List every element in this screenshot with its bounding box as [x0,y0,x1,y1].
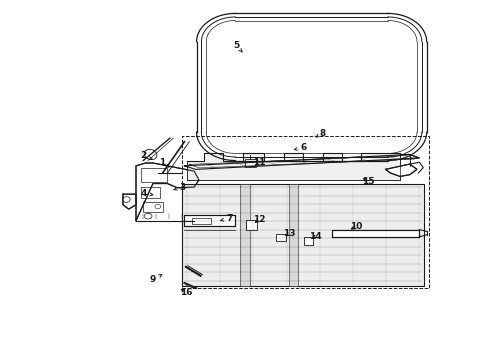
Polygon shape [182,184,424,286]
Text: 4: 4 [140,189,153,198]
Bar [141,168,168,182]
Bar [246,220,257,230]
Bar [192,217,211,224]
Polygon shape [240,184,250,286]
Text: 7: 7 [220,214,233,223]
Bar [304,238,313,244]
Text: 3: 3 [173,183,185,192]
Bar [141,187,160,198]
Bar [276,234,286,241]
Text: 11: 11 [253,158,266,167]
Text: 6: 6 [294,143,306,152]
Text: 1: 1 [160,158,169,167]
Text: 2: 2 [140,152,152,161]
Bar [143,202,163,212]
Text: 13: 13 [283,229,296,238]
Text: 5: 5 [233,41,242,52]
Polygon shape [332,230,419,237]
Text: 14: 14 [309,232,321,241]
Polygon shape [386,164,417,176]
Text: 10: 10 [350,222,363,231]
Polygon shape [123,194,136,209]
Polygon shape [289,184,298,286]
Text: 16: 16 [180,288,192,297]
Polygon shape [184,215,235,226]
Polygon shape [183,283,194,288]
Ellipse shape [144,149,157,159]
Polygon shape [184,154,419,169]
Text: 12: 12 [253,215,266,224]
Polygon shape [245,159,256,167]
Polygon shape [136,163,199,221]
Text: 8: 8 [316,129,326,138]
Polygon shape [187,153,400,180]
Text: 9: 9 [150,274,162,284]
Text: 15: 15 [362,177,375,186]
